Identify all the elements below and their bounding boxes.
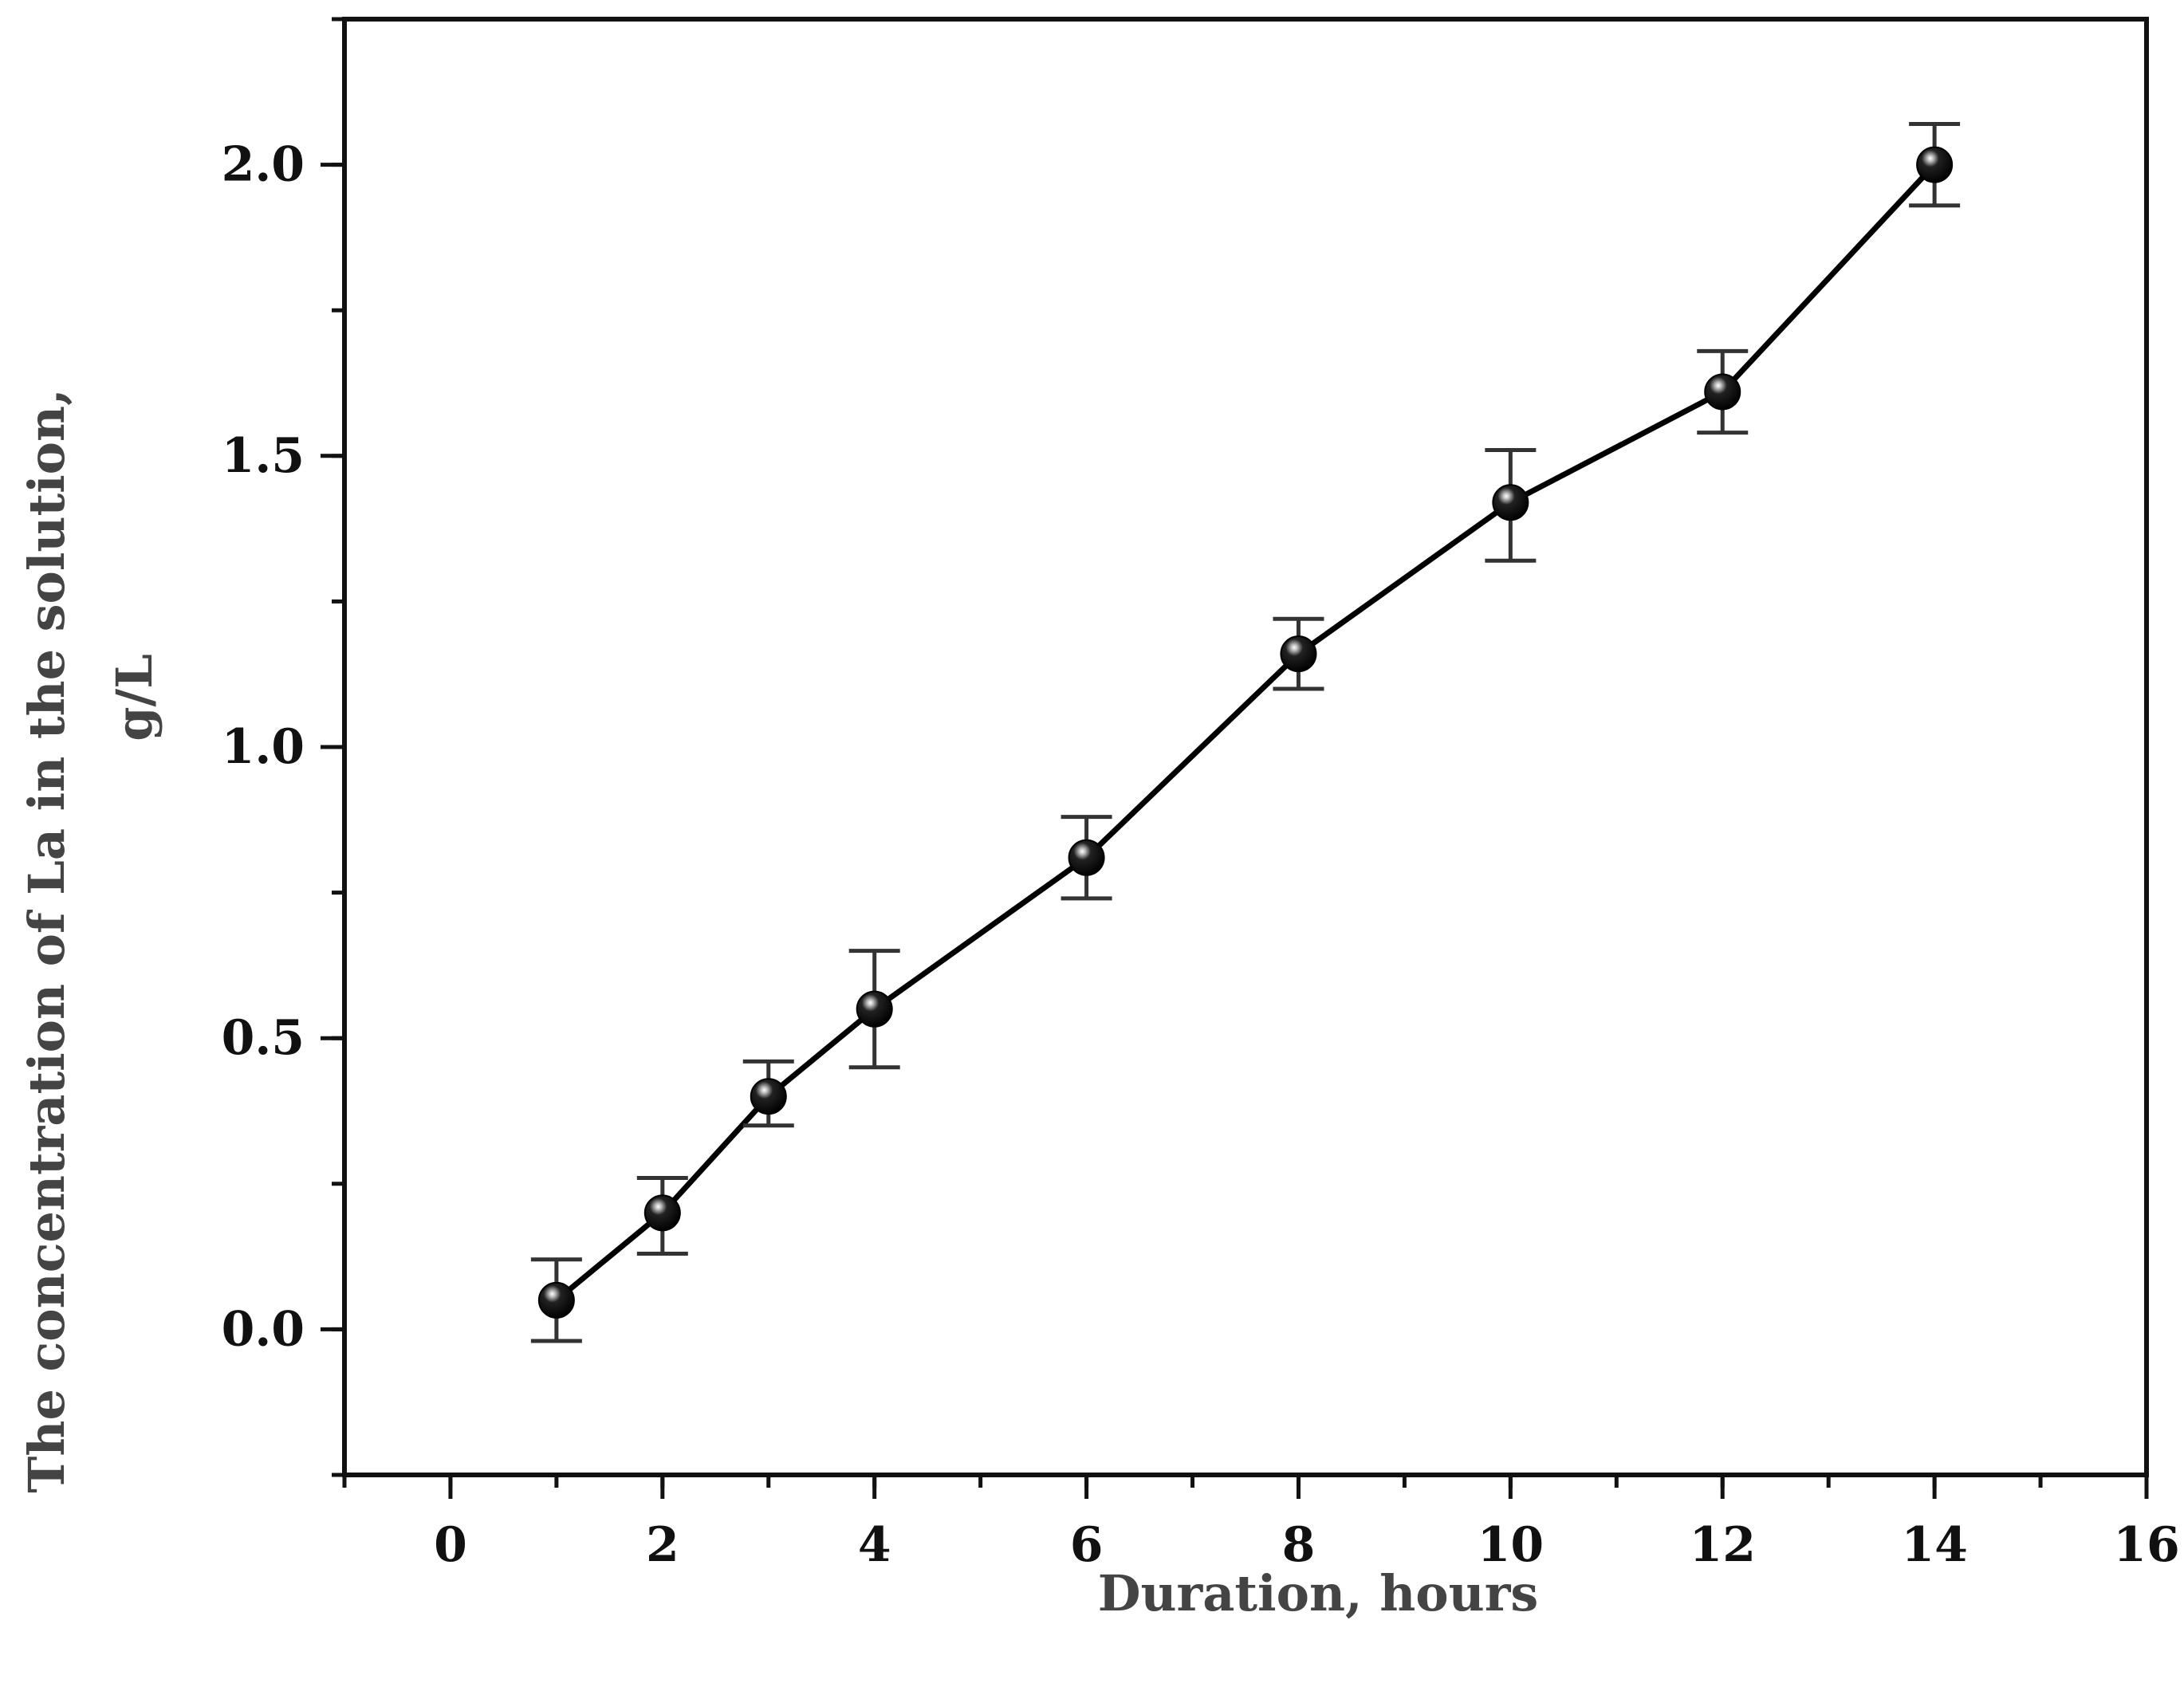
data-point <box>1704 373 1741 411</box>
x-tick-label: 2 <box>646 1517 679 1573</box>
data-point <box>750 1078 787 1115</box>
x-tick-label: 12 <box>1689 1517 1756 1573</box>
x-tick-labels: 0 2 4 6 8 10 12 14 16 <box>434 1517 2180 1573</box>
data-point <box>643 1194 681 1232</box>
major-ticks <box>321 163 2149 1499</box>
data-point <box>537 1281 575 1319</box>
y-tick-label: 1.5 <box>222 428 305 484</box>
data-point <box>1492 484 1529 521</box>
y-tick-label: 0.5 <box>222 1010 305 1066</box>
y-tick-labels: 0.0 0.5 1.0 1.5 2.0 <box>222 137 305 1358</box>
x-axis-title: Duration, hours <box>1098 1564 1539 1622</box>
data-point <box>1916 146 1954 183</box>
series-group <box>554 163 1937 1303</box>
plot-frame <box>342 17 2149 1477</box>
x-tick-label: 14 <box>1901 1517 1968 1573</box>
y-tick-label: 2.0 <box>222 137 305 193</box>
x-tick-label: 16 <box>2113 1517 2180 1573</box>
y-axis-title-line-2: g/L <box>105 654 163 741</box>
x-tick-label: 4 <box>858 1517 891 1573</box>
x-tick-label: 6 <box>1070 1517 1104 1573</box>
x-tick-label: 0 <box>434 1517 467 1573</box>
errorbars <box>530 121 1961 1343</box>
data-point <box>1280 635 1317 673</box>
y-tick-label: 1.0 <box>222 719 305 775</box>
data-point <box>1068 839 1105 876</box>
x-tick-label: 8 <box>1282 1517 1316 1573</box>
series-line <box>554 163 1937 1303</box>
markers <box>537 146 1954 1319</box>
data-point <box>856 990 893 1028</box>
plot-border <box>342 17 2149 1477</box>
y-axis-title-line-1: The concentration of La in the solution, <box>18 388 76 1492</box>
minor-ticks <box>332 17 2149 1488</box>
y-tick-label: 0.0 <box>222 1301 305 1357</box>
x-tick-label: 10 <box>1478 1517 1545 1573</box>
